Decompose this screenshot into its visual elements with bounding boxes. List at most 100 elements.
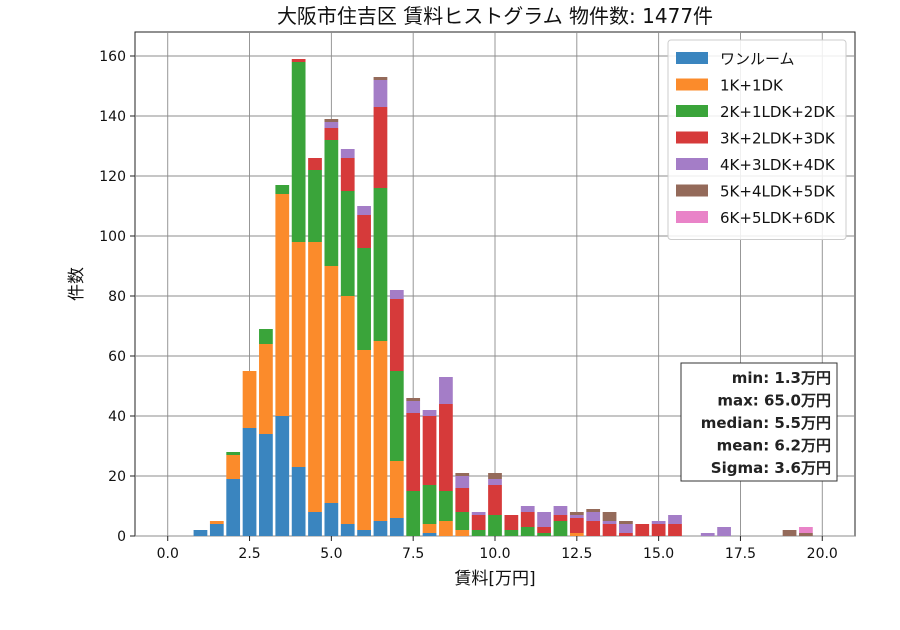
histogram-bar bbox=[799, 527, 813, 533]
histogram-bar bbox=[455, 476, 470, 488]
legend-swatch bbox=[676, 78, 708, 91]
histogram-bar bbox=[717, 527, 731, 536]
histogram-bar bbox=[373, 521, 388, 536]
legend-label: ワンルーム bbox=[720, 50, 795, 68]
x-ticks: 0.0 2.5 5.0 7.5 10.0 12.5 15.0 17.5 20.0 bbox=[157, 536, 838, 562]
histogram-bar bbox=[340, 149, 355, 158]
histogram-bar bbox=[537, 527, 551, 533]
histogram-bar bbox=[782, 530, 797, 536]
legend: ワンルーム 1K+1DK 2K+1LDK+2DK 3K+2LDK+3DK 4K+3LDK… bbox=[667, 39, 847, 240]
histogram-bar bbox=[357, 530, 371, 536]
histogram-bar bbox=[324, 140, 339, 266]
histogram-bar bbox=[651, 521, 666, 524]
histogram-bar bbox=[619, 533, 633, 536]
histogram-bar bbox=[471, 530, 486, 536]
legend-swatch bbox=[676, 105, 708, 117]
stat-line: median: 5.5万円 bbox=[701, 414, 831, 432]
histogram-bar bbox=[308, 512, 322, 536]
histogram-bar bbox=[651, 524, 666, 536]
histogram-bar bbox=[340, 191, 355, 296]
histogram-bar bbox=[602, 521, 617, 524]
histogram-bar bbox=[389, 518, 404, 536]
histogram-bar bbox=[406, 398, 421, 401]
histogram-bar bbox=[226, 479, 241, 536]
histogram-bar bbox=[406, 401, 421, 413]
histogram-bar bbox=[357, 248, 371, 350]
histogram-bar bbox=[553, 521, 568, 536]
x-tick-label: 7.5 bbox=[402, 546, 424, 562]
histogram-bar bbox=[373, 107, 388, 188]
legend-label: 6K+5LDK+6DK bbox=[720, 209, 836, 227]
x-tick-label: 0.0 bbox=[157, 546, 179, 562]
histogram-bar bbox=[324, 266, 339, 503]
histogram-bar bbox=[209, 521, 224, 524]
histogram-bar bbox=[291, 62, 306, 242]
histogram-bar bbox=[471, 512, 486, 515]
stats-box: min: 1.3万円 max: 65.0万円 median: 5.5万円 mean: … bbox=[680, 362, 838, 482]
histogram-bar bbox=[291, 467, 306, 536]
histogram-bar bbox=[357, 215, 371, 248]
histogram-bar bbox=[389, 290, 404, 299]
histogram-bar bbox=[275, 416, 290, 536]
histogram-bar bbox=[504, 515, 519, 530]
histogram-bar bbox=[422, 410, 437, 416]
histogram-bar bbox=[537, 512, 551, 527]
histogram-bar bbox=[439, 377, 453, 404]
histogram-bar bbox=[373, 188, 388, 341]
histogram-bar bbox=[275, 194, 290, 416]
histogram-bar bbox=[455, 473, 470, 476]
histogram-bar bbox=[209, 524, 224, 536]
histogram-bar bbox=[439, 404, 453, 491]
legend-swatch bbox=[676, 211, 708, 223]
y-tick-label: 60 bbox=[108, 349, 126, 365]
x-tick-label: 12.5 bbox=[561, 546, 592, 562]
histogram-bar bbox=[324, 122, 339, 128]
histogram-bar bbox=[520, 512, 535, 527]
x-tick-label: 2.5 bbox=[238, 546, 260, 562]
histogram-bar bbox=[488, 485, 502, 515]
chart-title: 大阪市住吉区 賃料ヒストグラム 物件数: 1477件 bbox=[277, 4, 713, 28]
histogram-bar bbox=[291, 242, 306, 467]
histogram-bar bbox=[520, 527, 535, 536]
histogram-bar bbox=[308, 170, 322, 242]
histogram-bar bbox=[291, 59, 306, 62]
x-tick-label: 15.0 bbox=[643, 546, 674, 562]
y-tick-label: 40 bbox=[108, 409, 126, 425]
histogram-bar bbox=[553, 515, 568, 521]
histogram-bar bbox=[422, 524, 437, 533]
histogram-bar bbox=[389, 461, 404, 518]
x-axis-label: 賃料[万円] bbox=[454, 569, 535, 589]
histogram-bar bbox=[586, 512, 601, 521]
histogram-bar bbox=[668, 524, 682, 536]
histogram-bar bbox=[308, 158, 322, 170]
y-tick-label: 140 bbox=[99, 109, 126, 125]
histogram-bar bbox=[799, 533, 813, 536]
histogram-bar bbox=[471, 515, 486, 530]
histogram-bar bbox=[569, 533, 584, 536]
histogram-bar bbox=[389, 299, 404, 371]
legend-swatch bbox=[676, 184, 708, 197]
legend-swatch bbox=[676, 158, 708, 170]
histogram-bar bbox=[619, 524, 633, 533]
histogram-bar bbox=[226, 452, 241, 455]
histogram-bar bbox=[569, 512, 584, 515]
x-tick-label: 5.0 bbox=[320, 546, 342, 562]
histogram-bar bbox=[324, 128, 339, 140]
histogram-bar bbox=[193, 530, 208, 536]
histogram-bar bbox=[504, 530, 519, 536]
histogram-bar bbox=[357, 350, 371, 530]
y-tick-label: 0 bbox=[117, 529, 126, 545]
histogram-bar bbox=[602, 512, 617, 521]
histogram-bar bbox=[488, 515, 502, 536]
histogram-bar bbox=[373, 77, 388, 80]
legend-label: 1K+1DK bbox=[720, 77, 784, 95]
stat-line: min: 1.3万円 bbox=[732, 369, 831, 387]
stat-line: mean: 6.2万円 bbox=[717, 437, 831, 455]
histogram-bar bbox=[455, 488, 470, 512]
histogram-bar bbox=[700, 533, 715, 536]
histogram-bar bbox=[569, 515, 584, 518]
histogram-bar bbox=[340, 158, 355, 191]
histogram-bar bbox=[422, 533, 437, 536]
histogram-bar bbox=[422, 416, 437, 485]
